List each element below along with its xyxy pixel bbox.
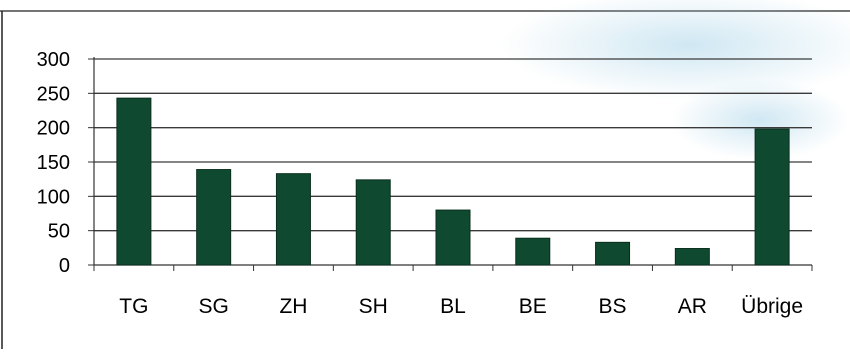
x-tick-label: TG: [119, 295, 148, 318]
x-tick-label: AR: [678, 295, 707, 318]
x-tick-label: ZH: [279, 295, 307, 318]
x-tick-label: SH: [359, 295, 388, 318]
bar-BS: [595, 241, 631, 266]
y-tick-label: 100: [37, 186, 70, 208]
bar-BL: [435, 209, 471, 266]
bar-AR: [674, 248, 710, 266]
scan-smudge-2: [670, 80, 850, 160]
x-tick-label: BE: [519, 295, 547, 318]
y-tick-label: 0: [59, 255, 70, 277]
y-tick-label: 150: [37, 152, 70, 174]
y-tick-label: 50: [48, 221, 70, 243]
bar-ZH: [275, 173, 311, 266]
bar-BE: [515, 237, 551, 266]
bar-TG: [116, 97, 152, 266]
label-layer: 0 50 100 150 200 250 300 TG SG ZH SH BL BE BS AR Übrige: [37, 49, 803, 318]
x-tick-label: Übrige: [741, 295, 803, 318]
y-tick-label: 250: [37, 83, 70, 105]
bar-SH: [355, 179, 391, 266]
x-tick-label: BS: [599, 295, 627, 318]
x-tick-label: SG: [198, 295, 228, 318]
bar-SG: [196, 169, 232, 266]
bar-Übrige: [754, 128, 790, 266]
x-tick-label: BL: [440, 295, 466, 318]
scan-smudge: [500, 0, 850, 100]
y-tick-label: 300: [37, 49, 70, 71]
bar-layer: [116, 97, 790, 266]
y-tick-label: 200: [37, 118, 70, 140]
